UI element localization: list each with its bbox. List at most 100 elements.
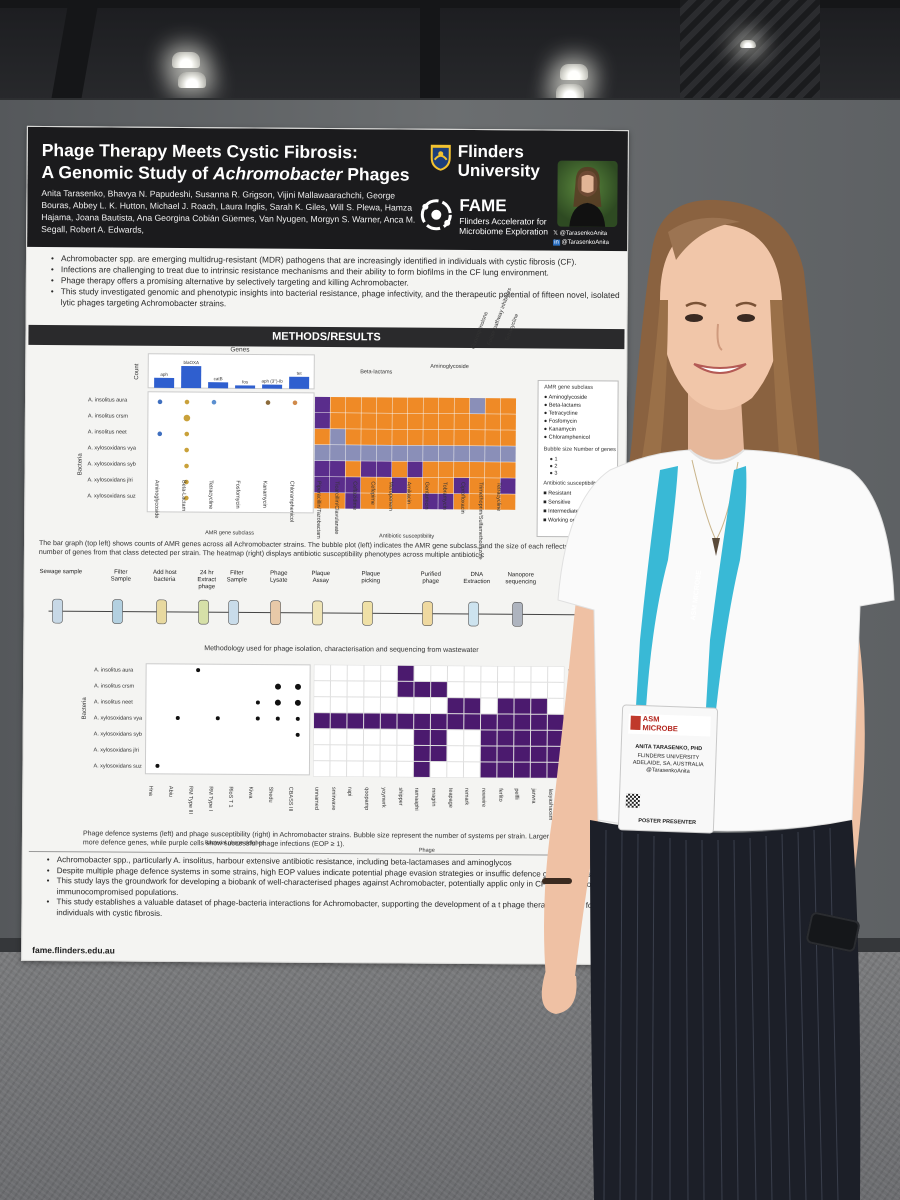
legend-subclass-item: ● Tetracycline [543,410,578,417]
social-x: 𝕏 @TarasenkoAnita [553,230,607,237]
phage-susceptibility-cell [396,729,414,746]
susceptibility-cell [484,494,500,510]
gene-bar-label: catB [214,376,223,381]
defence-bubble [275,716,280,721]
defence-bubble [274,699,281,706]
poster-authors: Anita Tarasenko, Bhavya N. Papudeshi, Su… [41,188,416,235]
workflow-step-label: Phage Lysate [269,570,288,584]
workflow-step-icon [198,599,209,625]
phage-susceptibility-cell [396,745,414,762]
phage-susceptibility-cell [380,713,398,730]
fame-logo-icon [420,199,452,231]
susceptibility-cell [453,477,469,494]
phage-susceptibility-cell [347,664,365,682]
phage-label: remark [463,787,470,806]
susceptibility-cell [345,413,361,429]
defence-system-label: Hna [147,785,154,796]
phage-label: shipper [396,787,403,806]
susceptibility-cell [345,445,361,461]
phage-susceptibility-cell [313,760,330,777]
susceptibility-cell [422,477,438,494]
eop-legend-item: Less [583,780,595,787]
phage-susceptibility-cell [463,745,481,762]
gene-bar-label: fos [242,379,249,384]
susceptibility-cell [469,462,485,478]
phage-susceptibility-cell [346,712,364,730]
phage-susceptibility-cell [497,713,514,731]
phage-susceptibility-cell [547,730,564,747]
badge-name: ANITA TARASENKO, PHD [635,743,703,753]
gene-bar-label: aph [160,372,168,377]
phage-susceptibility-cell [464,665,481,682]
susceptibility-cell [454,397,470,414]
phage-susceptibility-cell [397,665,415,682]
phage-susceptibility-cell [480,697,498,714]
phage-susceptibility-cell [530,714,548,731]
susceptibility-cell [330,445,346,461]
susceptibility-cell [392,413,408,430]
susceptibility-cell [453,461,470,478]
legend-title: AMR gene subclass [544,384,594,391]
phage-susceptibility-cell [463,761,481,778]
susceptibility-cell [391,477,407,494]
susceptibility-cell [361,445,377,461]
phage-susceptibility-cell [446,729,464,746]
workflow-step-label: Filter Sample [226,570,247,584]
susceptibility-cell [314,460,330,477]
phage-label: ferlito [496,788,503,802]
phage-susceptibility-cell [463,681,481,698]
susceptibility-cell [330,397,346,413]
social-x-handle: @TarasenkoAnita [559,230,608,237]
phage-susceptibility-cell [346,728,364,746]
methods-results-banner: METHODS/RESULTS [28,324,625,350]
susceptibility-cell [484,462,501,478]
gene-count-bar [154,377,175,388]
phage-susceptibility-cell [497,697,515,715]
antibiotic-label: Ticarcillin/Clavulanate [333,481,340,535]
fame-name: FAME [459,195,507,216]
amr-bubble [184,447,189,453]
legend-bubble-item: ● 3 [549,470,558,477]
fig1-strain-label: A. xylosoxidans suz [87,493,136,500]
phage-label: teapage [446,787,453,808]
susceptibility-cell [376,429,392,445]
count-axis-label: Count [134,363,141,380]
ceiling-light [556,84,584,100]
susceptibility-cell [391,461,408,478]
phage-label: smirwave [329,787,337,811]
susceptibility-cell [438,429,454,446]
flinders-shield-icon [430,144,451,171]
susceptibility-cell [314,412,330,429]
susceptibility-cell [422,493,438,510]
phage-susceptibility-cell [313,696,331,713]
phage-susceptibility-cell [329,744,347,761]
phage-susceptibility-cell [413,745,431,762]
susceptibility-cell [438,445,454,462]
defence-system-label: RM Type I [207,786,214,812]
phage-susceptibility-cell [530,746,548,763]
social-linkedin: in @TarasenkoAnita [553,239,609,246]
phage-label: lasyashaxsm [546,788,554,821]
phage-susceptibility-cell [480,729,498,746]
antibiotic-axis-title: Antibiotic susceptibility [379,533,435,540]
phage-susceptibility-cell [430,681,448,698]
defence-bubble [215,716,220,721]
defence-legend-count: ● 5 [575,728,584,735]
title-line-1: Phage Therapy Meets Cystic Fibrosis: [41,140,358,163]
susceptibility-cell [361,413,377,429]
phage-susceptibility-cell [513,746,531,763]
phage-label: yoynwrk [379,787,387,808]
defence-legend-count: ● 3 [575,708,584,715]
ceiling-light [172,52,200,68]
susceptibility-cell [407,493,423,510]
susceptibility-cell [391,493,407,510]
legend-subclass-item: ● Chloramphenicol [543,434,590,441]
phage-susceptibility-cell [480,761,497,778]
antibiotic-label: Ciprofloxacin [459,481,466,514]
phage-susceptibility-cell [414,665,431,682]
susceptibility-cell [438,461,454,478]
workflow-step-icon [422,601,433,627]
susceptibility-cell [469,398,486,414]
phage-susceptibility-cell [313,664,331,681]
intro-bullets: Achromobacter spp. are emerging multidru… [51,253,621,312]
